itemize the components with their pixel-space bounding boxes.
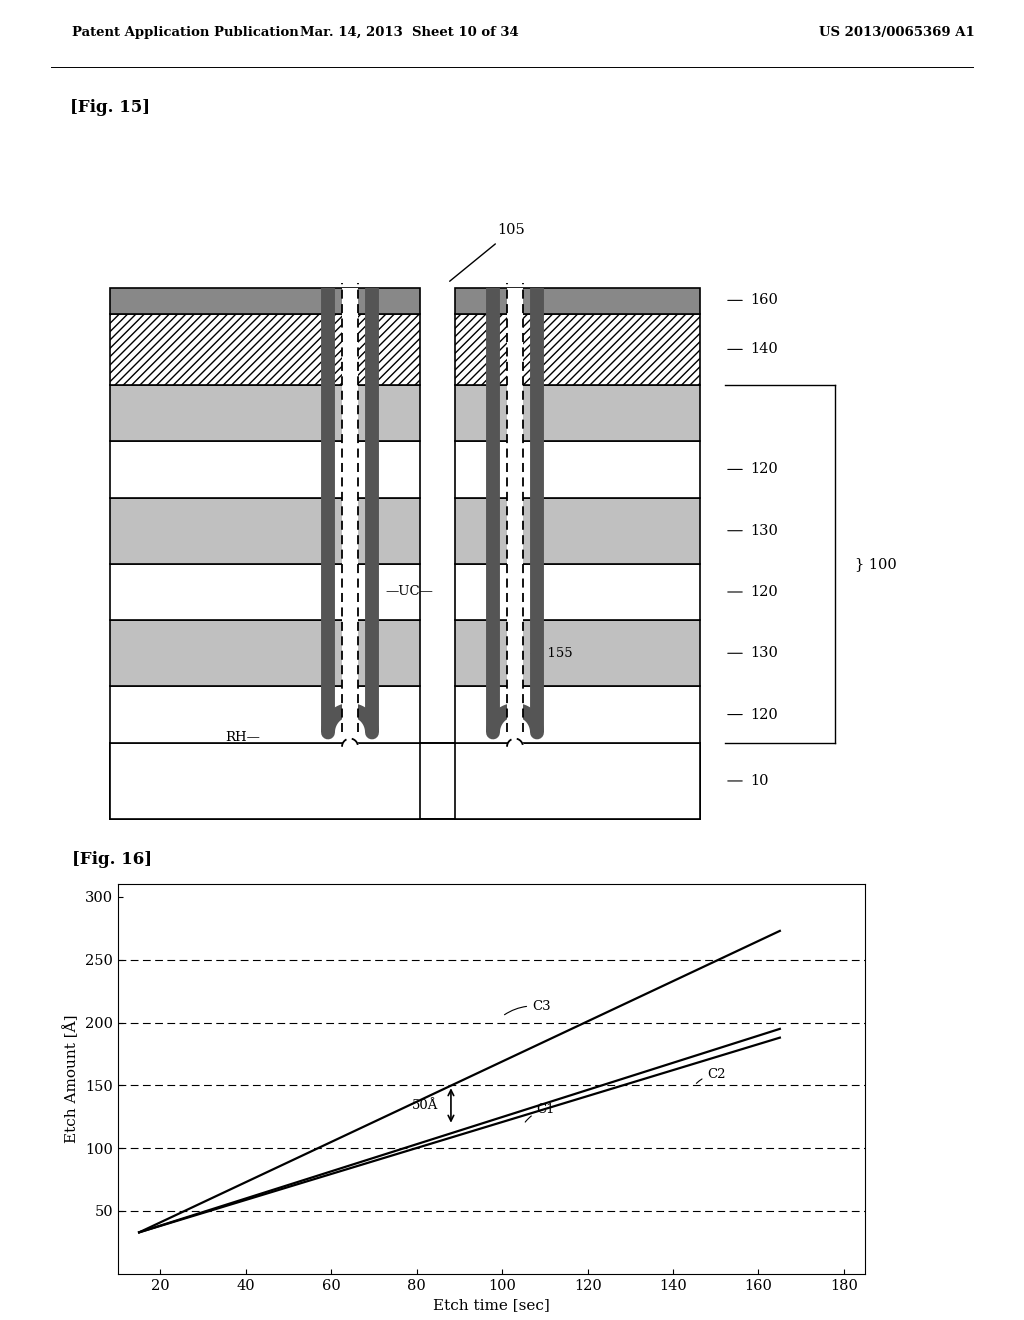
Text: 140: 140: [750, 342, 778, 356]
Text: — 155: — 155: [530, 647, 572, 660]
Text: 105: 105: [498, 223, 525, 238]
Text: Patent Application Publication: Patent Application Publication: [72, 26, 298, 40]
Text: 120: 120: [750, 585, 778, 599]
Text: RH—: RH—: [225, 731, 260, 744]
Text: } 100: } 100: [855, 557, 897, 572]
Bar: [455, 686, 700, 743]
Text: [Fig. 16]: [Fig. 16]: [72, 851, 152, 869]
Text: C3: C3: [505, 1001, 551, 1015]
Text: 160: 160: [750, 293, 778, 308]
Bar: [507, 288, 523, 733]
Bar: [110, 620, 420, 686]
Bar: [455, 498, 700, 564]
Bar: [455, 385, 700, 441]
Text: [Fig. 15]: [Fig. 15]: [70, 99, 151, 116]
Bar: [110, 686, 420, 743]
Bar: [110, 314, 420, 385]
Text: C2: C2: [696, 1068, 726, 1084]
Bar: [455, 314, 700, 385]
Text: 120: 120: [750, 708, 778, 722]
Text: 130: 130: [750, 647, 778, 660]
Text: US 2013/0065369 A1: US 2013/0065369 A1: [819, 26, 975, 40]
Bar: [110, 288, 420, 314]
Text: C1: C1: [525, 1104, 555, 1122]
Text: Mar. 14, 2013  Sheet 10 of 34: Mar. 14, 2013 Sheet 10 of 34: [300, 26, 519, 40]
Bar: [455, 288, 700, 314]
Bar: [110, 743, 420, 820]
X-axis label: Etch time [sec]: Etch time [sec]: [433, 1298, 550, 1312]
Bar: [110, 743, 700, 820]
Bar: [455, 620, 700, 686]
Text: 50Å: 50Å: [412, 1100, 438, 1111]
Bar: [342, 288, 358, 733]
Bar: [455, 441, 700, 498]
Bar: [110, 441, 420, 498]
Bar: [110, 564, 420, 620]
Text: —UC—: —UC—: [385, 586, 433, 598]
Y-axis label: Etch Amount [Å]: Etch Amount [Å]: [63, 1015, 79, 1143]
Bar: [110, 385, 420, 441]
Bar: [455, 743, 700, 820]
Bar: [110, 498, 420, 564]
Text: 10: 10: [750, 774, 768, 788]
Text: 130: 130: [750, 524, 778, 537]
Bar: [455, 564, 700, 620]
Text: 120: 120: [750, 462, 778, 477]
